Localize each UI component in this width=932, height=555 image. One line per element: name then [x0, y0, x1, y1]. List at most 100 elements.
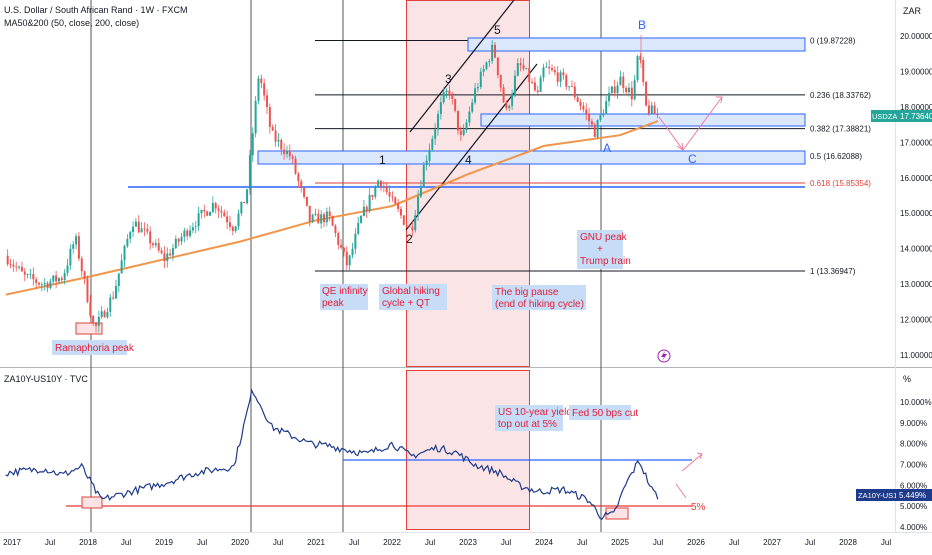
time-tick-month: Jul [653, 538, 663, 547]
candle-body [183, 230, 186, 237]
spread-levels[interactable]: 5% [66, 452, 706, 520]
yield-tick-label: 7.000% [900, 461, 927, 470]
candle-body [257, 78, 260, 101]
candle-body [325, 211, 328, 223]
candle-body [633, 80, 636, 100]
lightning-icon[interactable] [657, 349, 671, 363]
candle-body [254, 100, 257, 134]
candle-body [613, 86, 616, 94]
candle-body [602, 114, 605, 116]
wave-label-4: 4 [465, 153, 472, 167]
price-tick-label: 16.00000 [900, 174, 932, 183]
spread-line [5, 388, 659, 521]
candle-body [525, 67, 528, 69]
wave-labels: 1 2 3 4 5 A B C [379, 18, 697, 246]
usdzar-badge-value: 17.73640 [900, 112, 932, 121]
candle-body [562, 72, 565, 76]
candle-body [288, 150, 291, 157]
candle-body [656, 113, 659, 116]
candle-body [52, 275, 55, 282]
candle-body [491, 44, 494, 62]
time-tick-year: 2023 [459, 538, 477, 547]
candle-body [248, 155, 251, 190]
candle-body [425, 160, 428, 166]
candle-body [585, 109, 588, 114]
candle-body [479, 71, 482, 88]
candle-body [451, 95, 454, 99]
candle-body [60, 278, 63, 281]
candle-body [368, 194, 371, 212]
candle-body [636, 56, 639, 81]
wave-label-3: 3 [445, 72, 452, 86]
candle-body [334, 225, 337, 233]
candle-body [371, 194, 374, 197]
candle-body [63, 272, 66, 281]
candle-body [134, 221, 137, 227]
time-tick-month: Jul [577, 538, 587, 547]
candle-body [542, 67, 545, 78]
time-axis[interactable]: 2017 Jul 2018 Jul 2019 Jul 2020 Jul 2021 Jul 2022 J… [3, 538, 891, 547]
candle-body [9, 264, 12, 265]
time-tick-month: Jul [805, 538, 815, 547]
candle-body [414, 215, 417, 231]
candle-body [137, 221, 140, 233]
price-candles [6, 40, 659, 333]
price-tick-label: 12.00000 [900, 316, 932, 325]
price-axis[interactable]: 20.00000 19.00000 18.00000 17.00000 16.00000… [900, 32, 932, 360]
candle-body [92, 315, 95, 323]
candle-body [305, 196, 308, 206]
candle-body [608, 92, 611, 102]
annotation-hiking-2: cycle + QT [382, 298, 430, 309]
time-tick-month: Jul [881, 538, 891, 547]
candle-body [49, 281, 52, 289]
candle-body [189, 230, 192, 236]
candle-body [140, 228, 143, 233]
yield-tick-label: 6.000% [900, 481, 927, 490]
candle-body [154, 243, 157, 246]
candle-body [143, 228, 146, 230]
candle-body [556, 72, 559, 82]
candle-body [519, 63, 522, 66]
candle-body [211, 203, 214, 213]
annotation-gnu-2: + [597, 244, 603, 255]
annotation-us10y-1: US 10-year yield [498, 407, 572, 418]
time-tick-year: 2018 [79, 538, 97, 547]
candle-body [380, 180, 383, 187]
candle-body [72, 244, 75, 249]
candle-body [260, 78, 263, 84]
supply-demand-zones[interactable] [257, 37, 806, 165]
candle-body [18, 266, 21, 268]
candle-body [582, 106, 585, 110]
candle-body [77, 236, 80, 259]
ma200-path [5, 120, 659, 296]
candle-body [57, 278, 60, 282]
fib-level-label: 1 (13.36947) [810, 267, 856, 276]
candle-body [197, 213, 200, 227]
annotation-pause-2: (end of hiking cycle) [495, 299, 584, 310]
candle-body [405, 224, 408, 227]
candle-body [391, 196, 394, 198]
candle-body [234, 226, 237, 231]
candle-body [573, 86, 576, 98]
candle-body [502, 87, 505, 103]
candle-body [382, 186, 385, 188]
candle-body [300, 181, 303, 188]
time-tick-year: 2025 [611, 538, 629, 547]
fib-level-label: 0.5 (16.62088) [810, 152, 862, 161]
candle-body [647, 105, 650, 114]
candle-body [303, 187, 306, 197]
time-tick-year: 2020 [231, 538, 249, 547]
candle-body [186, 230, 189, 236]
candle-body [399, 208, 402, 216]
price-tick-label: 19.00000 [900, 67, 932, 76]
candle-body [548, 66, 551, 69]
candle-body [69, 248, 72, 266]
price-tick-label: 15.00000 [900, 209, 932, 218]
candle-body [129, 232, 132, 239]
yield-axis[interactable]: 10.000% 9.000% 8.000% 7.000% 6.000% 5.000% 4.0… [900, 398, 932, 532]
candle-body [342, 247, 345, 252]
candle-body [217, 208, 220, 211]
candle-body [639, 56, 642, 60]
candle-body [38, 282, 41, 285]
